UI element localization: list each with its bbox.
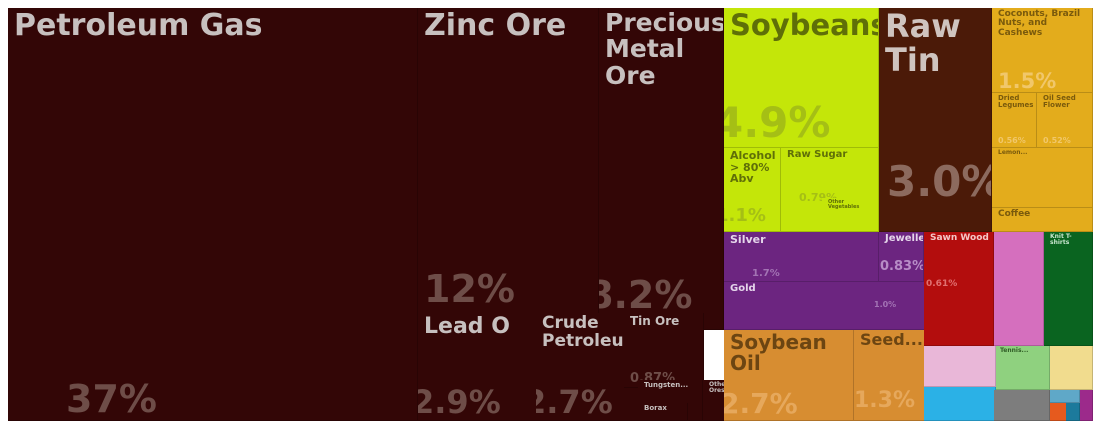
tile-value: 2.9% [418, 383, 501, 421]
tile-label: Coconuts, Brazil Nuts, and Cashews [998, 9, 1081, 38]
treemap-tile-coconuts-brazil-nuts-and-cashews[interactable]: Coconuts, Brazil Nuts, and Cashews 1.5% [992, 8, 1093, 93]
tile-label: Alcohol > 80% Abv [730, 149, 776, 186]
tile-label: Tin Ore [630, 314, 680, 328]
tile-label: Other Vegetables [828, 199, 860, 211]
tile-label: Silver [730, 233, 766, 246]
tile-label: Petroleum Gas [14, 8, 263, 43]
tile-value: 1.5% [998, 69, 1057, 93]
tile-value: 37% [66, 377, 157, 421]
treemap-tile-sawn-wood[interactable]: Sawn Wood 0.61% [924, 232, 994, 346]
treemap-tile-oil-seed-flower[interactable]: Oil Seed Flower 0.52% [1037, 93, 1093, 148]
treemap-tile-tile-31[interactable] [1050, 346, 1093, 390]
tile-label: Sawn Wood [930, 233, 989, 243]
tile-value: 2.7% [536, 383, 613, 421]
treemap-tile-tile-32[interactable] [994, 390, 1050, 421]
tile-label: Soybeans [730, 8, 879, 42]
tile-value: 0.56% [998, 136, 1026, 145]
tile-value: 8.2% [599, 273, 693, 317]
treemap-tile-tin-ore[interactable]: Tin Ore 0.87% [624, 313, 704, 388]
treemap-tile-tile-33[interactable] [1080, 390, 1093, 421]
treemap-tile-gold[interactable]: Gold 1.0% [724, 282, 926, 330]
export-treemap: Petroleum Gas 37% Zinc Ore 12% Precious Meta… [8, 8, 1093, 421]
treemap-tile-borax[interactable]: Borax [638, 403, 688, 421]
treemap-tile-alcohol-80-abv[interactable]: Alcohol > 80% Abv 1.1% [724, 148, 781, 232]
treemap-tile-tile-26[interactable] [994, 232, 1044, 346]
tile-label: Precious Metal Ore [605, 8, 724, 90]
tile-value: 1.7% [752, 268, 780, 279]
treemap-tile-raw-tin[interactable]: Raw Tin 3.0% [879, 8, 992, 232]
treemap-tile-soybeans[interactable]: Soybeans 4.9% [724, 8, 879, 148]
tile-label: Other Ores [709, 381, 729, 395]
tile-value: 1.3% [854, 388, 916, 413]
treemap-tile-tile-29[interactable] [924, 346, 996, 387]
tile-label: Lemon... [998, 149, 1028, 156]
tile-label: Zinc Ore [424, 8, 567, 43]
tile-value: 2.7% [724, 387, 798, 420]
tile-value: 1.1% [724, 205, 766, 226]
treemap-tile-other-vegetables[interactable]: Other Vegetables [822, 198, 879, 232]
tile-label: Raw Tin [885, 8, 961, 79]
treemap-tile-lead-o[interactable]: Lead O 2.9% [418, 313, 543, 421]
tile-label: Oil Seed Flower [1043, 94, 1076, 110]
tile-value: 3.0% [887, 157, 992, 206]
treemap-tile-silver[interactable]: Silver 1.7% [724, 232, 879, 282]
treemap-tile-jewellery[interactable]: Jewellery 0.83% [879, 232, 924, 282]
treemap-tile-soybean-oil[interactable]: Soybean Oil 2.7% [724, 330, 854, 421]
tile-label: Soybean Oil [730, 330, 827, 375]
tile-value: 1.0% [874, 300, 897, 309]
tile-label: Jewellery [885, 233, 923, 244]
tile-value: 12% [424, 267, 515, 311]
tile-label: Raw Sugar [787, 149, 848, 160]
treemap-tile-precious-metal-ore[interactable]: Precious Metal Ore 8.2% [599, 8, 724, 330]
treemap-tile-knit-t-shirts[interactable]: Knit T-shirts [1044, 232, 1093, 346]
tile-value: 0.52% [1043, 136, 1071, 145]
tile-label: Coffee [998, 209, 1031, 219]
treemap-tile-seed[interactable]: Seed... 1.3% [854, 330, 926, 421]
treemap-tile-coffee[interactable]: Coffee [992, 208, 1093, 232]
tile-label: Lead O [424, 314, 510, 339]
treemap-tile-tennis[interactable]: Tennis... [994, 346, 1050, 390]
treemap-tile-tile-30[interactable] [924, 387, 996, 421]
treemap-tile-lemon[interactable]: Lemon... [992, 148, 1093, 208]
tile-value: 0.61% [926, 279, 958, 289]
tile-label: Borax [644, 404, 667, 412]
tile-value: 4.9% [724, 98, 831, 147]
tile-label: Knit T-shirts [1050, 233, 1072, 247]
treemap-tile-petroleum-gas[interactable]: Petroleum Gas 37% [8, 8, 418, 421]
tile-label: Dried Legumes [998, 94, 1034, 110]
treemap-tile-tile-35[interactable] [1050, 390, 1080, 403]
tile-value: 0.83% [880, 259, 924, 274]
treemap-tile-dried-legumes[interactable]: Dried Legumes 0.56% [992, 93, 1037, 148]
tile-label: Crude Petroleum [542, 313, 642, 351]
tile-label: Seed... [860, 330, 923, 349]
treemap-tile-tile-36[interactable] [1066, 403, 1080, 421]
tile-label: Tennis... [1000, 347, 1029, 354]
tile-value: 0.79% [799, 191, 838, 204]
tile-label: Tungsten... [644, 381, 689, 389]
tile-label: Gold [730, 283, 756, 294]
